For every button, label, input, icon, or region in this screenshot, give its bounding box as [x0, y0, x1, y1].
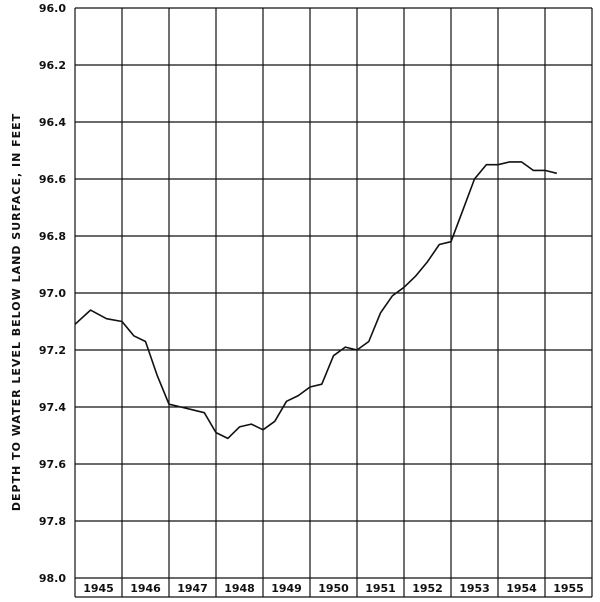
y-tick-label: 98.0	[39, 572, 66, 585]
x-tick-label: 1945	[83, 582, 114, 595]
x-tick-label: 1952	[412, 582, 443, 595]
y-tick-label: 96.6	[39, 173, 66, 186]
water-level-line	[74, 161, 557, 440]
x-tick-label: 1951	[365, 582, 396, 595]
y-tick-label: 96.2	[39, 59, 66, 72]
y-tick-label: 96.4	[39, 116, 66, 129]
y-tick-label: 97.2	[39, 344, 66, 357]
x-tick-label: 1948	[224, 582, 255, 595]
y-tick-label: 97.8	[39, 515, 66, 528]
y-tick-label: 97.6	[39, 458, 66, 471]
y-tick-label: 96.0	[39, 2, 66, 15]
y-tick-label: 96.8	[39, 230, 66, 243]
x-tick-label: 1949	[271, 582, 302, 595]
x-tick-label: 1954	[506, 582, 537, 595]
x-tick-label: 1946	[130, 582, 161, 595]
x-tick-label: 1947	[177, 582, 208, 595]
y-tick-label: 97.0	[39, 287, 66, 300]
x-tick-label: 1950	[318, 582, 349, 595]
y-axis-label: DEPTH TO WATER LEVEL BELOW LAND SURFACE,…	[10, 113, 23, 511]
grid	[74, 7, 593, 598]
x-tick-label: 1955	[553, 582, 584, 595]
x-tick-label: 1953	[459, 582, 490, 595]
y-tick-label: 97.4	[39, 401, 66, 414]
x-tick-labels: 1945 1946 1947 1948 1949 1950 1951 1952 1953 1954…	[83, 582, 584, 595]
y-tick-labels: 96.0 96.2 96.4 96.6 96.8 97.0 97.2 97.4 97.6 97.8…	[39, 2, 66, 585]
